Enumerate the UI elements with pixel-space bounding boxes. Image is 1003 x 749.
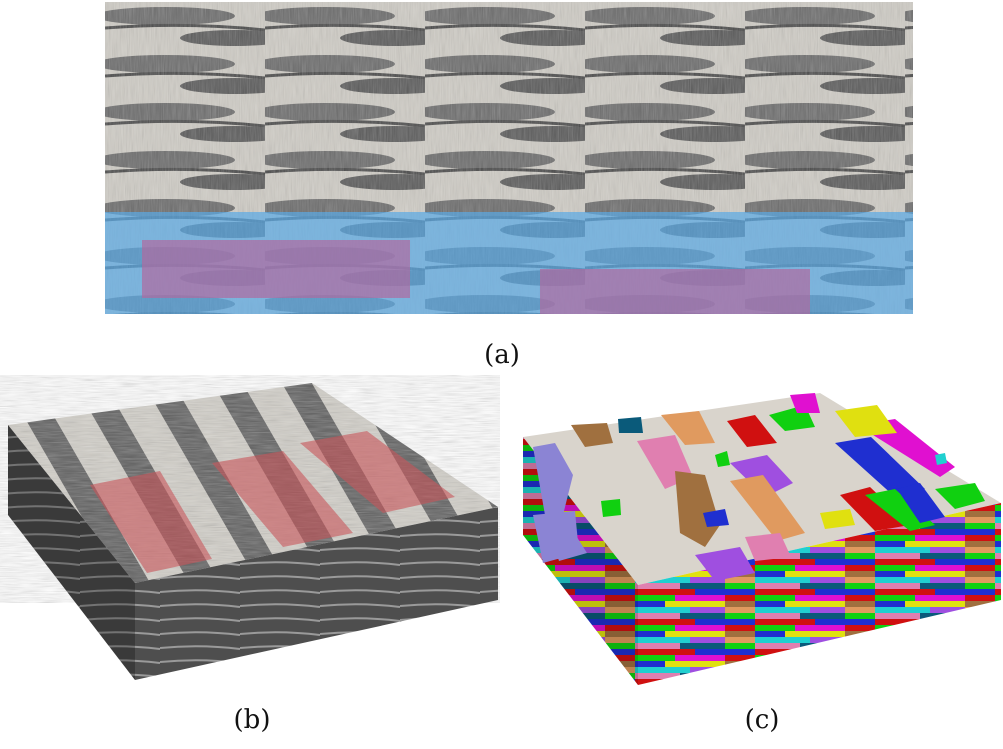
red-overlay-1 [90, 471, 212, 573]
front-face [135, 507, 498, 680]
panel-c-segmentation [515, 385, 1003, 695]
caption-a: (a) [484, 340, 520, 370]
panel-a-micrograph [105, 2, 913, 314]
purple-box-right [540, 269, 810, 314]
purple-box-left [142, 240, 410, 298]
red-overlay-2 [212, 451, 353, 547]
left-face [8, 425, 135, 680]
caption-b: (b) [233, 705, 271, 735]
panel-b-volume [0, 375, 500, 695]
segment-blobs [533, 393, 985, 581]
front-face [638, 503, 1001, 685]
red-overlay-3 [300, 431, 455, 513]
caption-c: (c) [744, 705, 780, 735]
